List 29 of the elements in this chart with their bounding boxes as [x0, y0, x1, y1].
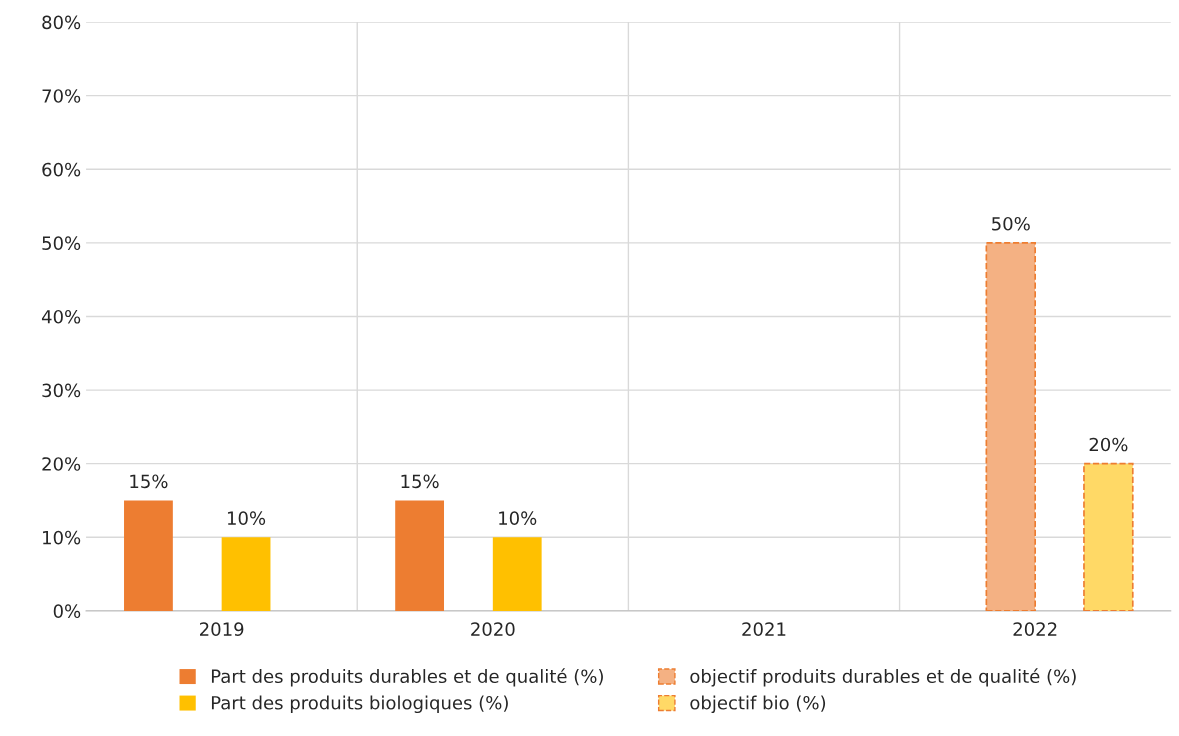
- y-tick-label: 70%: [42, 89, 81, 103]
- data-label: 50%: [992, 216, 1030, 231]
- bar: [395, 500, 445, 611]
- x-tick-label: 2019: [200, 622, 244, 636]
- legend-label: objectif bio (%): [690, 695, 826, 714]
- y-tick-label: 60%: [42, 162, 81, 177]
- y-tick-label: 40%: [41, 309, 81, 324]
- y-tick-label: 10%: [43, 530, 81, 545]
- data-label: 15%: [401, 474, 439, 489]
- bar: [985, 242, 1036, 611]
- y-tick-label: 80%: [42, 15, 81, 30]
- legend-label: objectif produits durables et de qualité (%): [690, 668, 1076, 687]
- bar: [1083, 462, 1134, 611]
- bar: [492, 537, 542, 611]
- x-tick-label: 2022: [1013, 622, 1057, 636]
- data-label: 10%: [499, 511, 537, 525]
- data-label: 15%: [130, 474, 168, 489]
- legend-label: Part des produits biologiques (%): [211, 695, 508, 714]
- data-label: 10%: [227, 511, 266, 525]
- y-tick-label: 0%: [53, 604, 81, 618]
- y-tick-label: 50%: [42, 236, 81, 250]
- x-tick-label: 2021: [742, 622, 786, 636]
- legend-label: Part des produits durables et de qualité (%): [211, 668, 603, 687]
- data-label: 20%: [1089, 437, 1128, 452]
- bar: [124, 500, 173, 611]
- x-tick-label: 2020: [471, 622, 515, 636]
- bar: [221, 537, 271, 611]
- y-tick-label: 20%: [42, 457, 81, 471]
- y-tick-label: 30%: [42, 383, 81, 398]
